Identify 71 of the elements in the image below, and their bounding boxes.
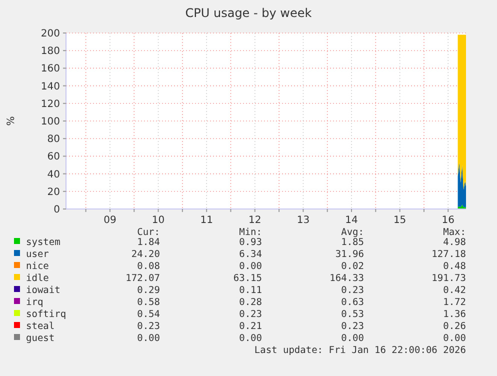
y-tick-label: 180 [40, 46, 60, 58]
text: 1.72 [443, 297, 466, 308]
text: Min: [239, 227, 262, 238]
x-tick-label: 14 [345, 215, 358, 226]
text: 127.18 [432, 249, 466, 260]
y-tick-label: 160 [40, 64, 60, 75]
legend-label: idle [26, 273, 50, 284]
legend-label: steal [26, 321, 55, 332]
y-tick-label: 80 [47, 134, 60, 146]
text: 0.02 [341, 261, 364, 272]
text: 0.23 [341, 285, 364, 296]
text: 191.73 [432, 273, 466, 284]
x-tick-label: 16 [442, 215, 454, 226]
text: 0.26 [443, 321, 466, 332]
y-tick-label: 120 [40, 98, 60, 110]
text: 172.07 [126, 273, 160, 284]
text: 1.84 [137, 237, 160, 248]
text: 0.63 [341, 297, 364, 308]
text: 0.00 [239, 333, 262, 344]
y-tick-label: 0 [54, 204, 60, 216]
text: 0.29 [137, 285, 160, 296]
text: 4.98 [443, 237, 466, 248]
x-tick-label: 09 [104, 215, 116, 226]
text: Last update: Fri Jan 16 22:00:06 2026 [254, 345, 466, 356]
text: 0.23 [137, 321, 160, 332]
text: 0.08 [137, 261, 160, 272]
legend-label: irq [26, 297, 44, 308]
text: 0.48 [443, 261, 466, 272]
text: 0.93 [239, 237, 262, 248]
text: 0.23 [341, 321, 364, 332]
text: 1.85 [341, 237, 364, 248]
text: 0.00 [443, 333, 466, 344]
y-axis-title: % [6, 116, 17, 126]
x-tick-label: 15 [393, 215, 406, 226]
y-tick-label: 100 [40, 116, 60, 128]
text: 0.11 [239, 285, 262, 296]
text: 0.00 [137, 333, 160, 344]
text: Max: [443, 227, 466, 238]
x-tick-label: 12 [248, 215, 262, 226]
y-tick-label: 20 [47, 186, 60, 198]
y-tick-label: 40 [47, 169, 60, 180]
legend-label: nice [26, 261, 50, 272]
y-tick-label: 60 [47, 152, 60, 163]
x-tick-label: 10 [152, 215, 165, 226]
text: 0.00 [239, 261, 262, 272]
text: 0.58 [137, 297, 160, 308]
text: 0.00 [341, 333, 364, 344]
y-tick-label: 140 [40, 81, 60, 92]
text: 1.36 [443, 309, 466, 320]
text: 164.33 [330, 273, 364, 284]
text: 63.15 [233, 273, 262, 284]
legend-label: iowait [26, 285, 60, 296]
x-tick-label: 13 [296, 215, 310, 226]
text: 0.54 [137, 309, 160, 320]
legend-label: softirq [26, 309, 66, 320]
text: 0.21 [239, 321, 262, 332]
y-tick-label: 200 [40, 28, 60, 40]
text: 0.53 [341, 309, 364, 320]
text: 24.20 [131, 249, 160, 260]
x-tick-label: 11 [200, 215, 213, 226]
legend-label: system [26, 237, 61, 248]
text: 31.96 [335, 249, 364, 260]
text: 0.28 [239, 297, 262, 308]
text: 0.42 [443, 285, 466, 296]
text: 6.34 [239, 249, 262, 260]
chart-title: CPU usage - by week [185, 6, 312, 20]
text: Avg: [341, 227, 364, 238]
text: 0.23 [239, 309, 262, 320]
legend-label: guest [26, 333, 55, 344]
legend-label: user [26, 249, 50, 260]
text: Cur: [137, 227, 160, 238]
